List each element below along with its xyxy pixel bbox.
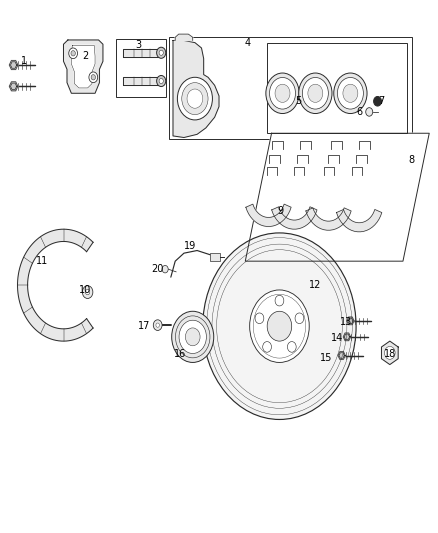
Text: 15: 15 (320, 353, 332, 363)
Circle shape (263, 342, 272, 352)
Circle shape (177, 77, 212, 120)
Circle shape (162, 265, 168, 273)
Circle shape (275, 295, 284, 306)
Circle shape (82, 286, 93, 298)
Text: 6: 6 (356, 107, 362, 117)
Polygon shape (64, 40, 103, 93)
Text: 9: 9 (277, 206, 283, 215)
Polygon shape (173, 41, 219, 138)
Circle shape (179, 320, 206, 353)
Polygon shape (348, 318, 353, 324)
Bar (169, 37, 412, 139)
Text: 14: 14 (331, 334, 343, 343)
Polygon shape (272, 207, 317, 229)
Text: 5: 5 (295, 96, 301, 106)
Circle shape (343, 84, 358, 102)
Circle shape (172, 311, 214, 362)
Circle shape (287, 342, 296, 352)
Circle shape (157, 47, 166, 58)
Text: 18: 18 (384, 350, 396, 359)
Polygon shape (11, 83, 17, 90)
Polygon shape (343, 333, 350, 341)
Polygon shape (11, 62, 17, 68)
Polygon shape (123, 49, 161, 57)
Text: 16: 16 (173, 350, 186, 359)
Circle shape (182, 83, 208, 115)
Polygon shape (339, 353, 344, 358)
Polygon shape (18, 229, 93, 341)
Circle shape (91, 75, 95, 80)
Circle shape (385, 346, 395, 359)
Bar (210, 253, 220, 261)
Polygon shape (246, 204, 291, 227)
Text: 7: 7 (378, 96, 384, 106)
Circle shape (187, 89, 203, 108)
Circle shape (203, 233, 356, 419)
Polygon shape (9, 61, 18, 69)
Text: 2: 2 (82, 51, 88, 61)
Circle shape (295, 313, 304, 324)
Circle shape (156, 323, 159, 327)
Text: 20: 20 (152, 264, 164, 274)
Polygon shape (381, 341, 398, 365)
Text: 13: 13 (340, 318, 352, 327)
Bar (116, 39, 166, 97)
Circle shape (250, 290, 309, 362)
Polygon shape (71, 45, 95, 88)
Circle shape (267, 311, 292, 341)
Circle shape (334, 73, 367, 114)
Circle shape (185, 328, 200, 346)
Circle shape (89, 72, 98, 83)
Circle shape (69, 48, 78, 59)
Circle shape (266, 73, 299, 114)
Circle shape (337, 77, 364, 109)
Bar (267, 43, 407, 133)
Text: 11: 11 (35, 256, 48, 266)
Text: 12: 12 (309, 280, 321, 290)
Polygon shape (175, 34, 193, 41)
Polygon shape (245, 133, 429, 261)
Circle shape (299, 73, 332, 114)
Circle shape (159, 78, 163, 84)
Circle shape (71, 51, 75, 56)
Text: 1: 1 (21, 56, 27, 66)
Circle shape (255, 313, 264, 324)
Polygon shape (123, 77, 161, 85)
Polygon shape (347, 317, 354, 325)
Text: 8: 8 (409, 155, 415, 165)
Polygon shape (9, 82, 18, 91)
Circle shape (85, 289, 90, 295)
Text: 19: 19 (184, 241, 197, 251)
Polygon shape (306, 208, 351, 230)
Polygon shape (336, 209, 382, 232)
Text: 10: 10 (79, 286, 92, 295)
Text: 17: 17 (138, 321, 151, 331)
Circle shape (366, 108, 373, 116)
Polygon shape (344, 334, 350, 340)
Text: 3: 3 (135, 41, 141, 50)
Circle shape (308, 84, 323, 102)
Polygon shape (338, 352, 345, 359)
Circle shape (269, 77, 296, 109)
Circle shape (275, 84, 290, 102)
Circle shape (153, 320, 162, 330)
Circle shape (302, 77, 328, 109)
Text: 4: 4 (244, 38, 251, 47)
Circle shape (157, 76, 166, 86)
Circle shape (159, 50, 163, 55)
Circle shape (374, 96, 381, 106)
